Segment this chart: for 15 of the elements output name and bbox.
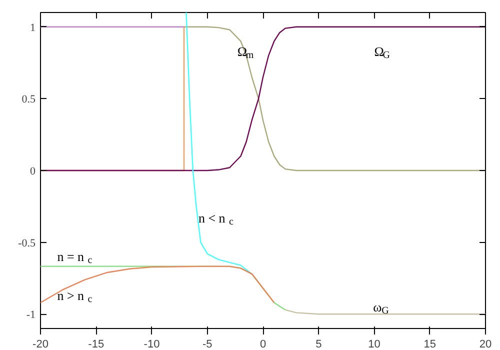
- x-tick-label: -15: [88, 338, 104, 350]
- y-tick-label: 0: [30, 166, 36, 178]
- y-tick-label: 1: [30, 22, 36, 34]
- x-tick-label: 15: [424, 338, 436, 350]
- x-tick-label: -20: [32, 338, 48, 350]
- x-tick-label: -10: [144, 338, 160, 350]
- x-tick-label: 20: [479, 338, 492, 350]
- y-tick-label: -0.5: [18, 237, 36, 250]
- y-tick-label: 0.5: [22, 94, 36, 106]
- line-series: [40, 266, 275, 304]
- x-tick-label: 10: [368, 338, 380, 350]
- x-tick-label: 0: [260, 338, 266, 350]
- x-tick-label: 5: [316, 338, 322, 350]
- y-tick-label: -1: [26, 309, 36, 322]
- x-tick-label: -5: [202, 338, 212, 350]
